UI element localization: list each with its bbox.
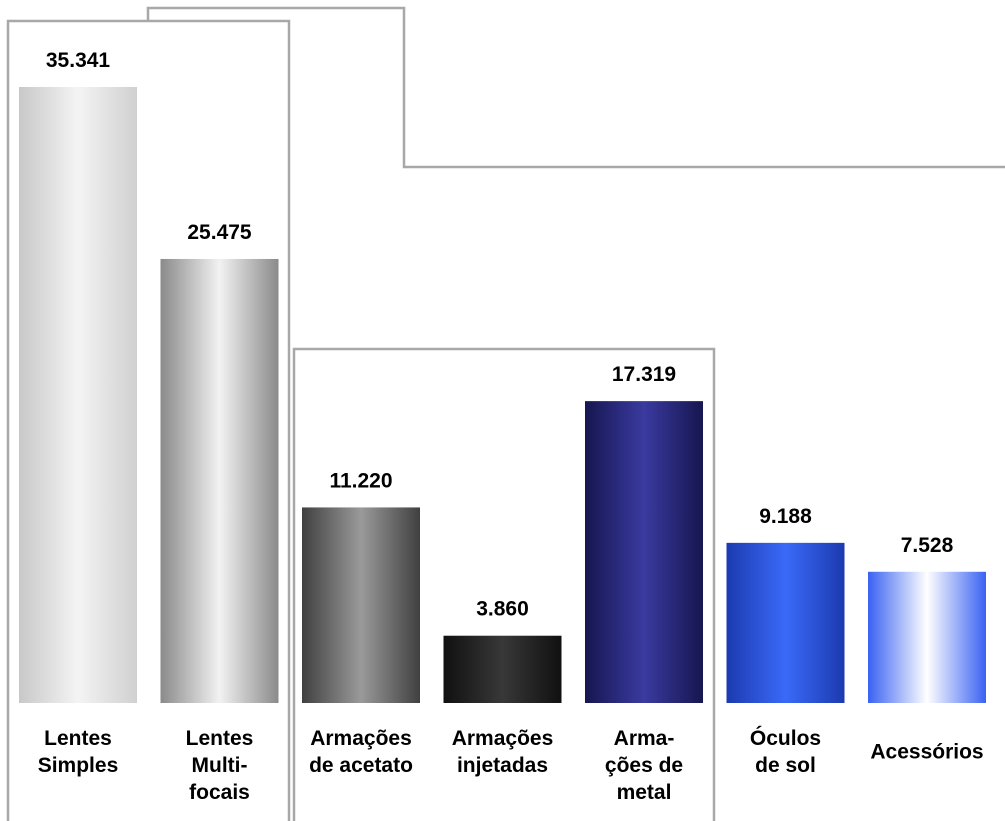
category-label-line: injetadas — [457, 754, 548, 777]
category-labels-group: Lentes Simples Lentes Multi-focais Armações d… — [38, 726, 984, 804]
category-label-line: ções de — [605, 754, 683, 777]
category-tick-label: Acessórios — [870, 741, 983, 764]
data-label: 9.188 — [759, 505, 812, 528]
category-label-line: metal — [617, 781, 672, 804]
bar — [160, 258, 279, 703]
category-label-line: de acetato — [309, 754, 413, 777]
frames-group-frame — [292, 347, 716, 821]
frame-line-top — [146, 6, 1005, 169]
category-tick-label: Óculos de sol — [750, 726, 821, 777]
category-label-line: Óculos — [750, 726, 821, 750]
bar — [443, 635, 562, 703]
category-label-line: Simples — [38, 754, 119, 777]
category-label-line: focais — [189, 781, 250, 804]
category-label-line: de sol — [755, 754, 816, 777]
data-label: 35.341 — [46, 49, 111, 72]
category-label-line: Armações — [452, 727, 554, 750]
category-tick-label: Lentes Simples — [38, 727, 119, 777]
bar — [585, 401, 703, 703]
category-label-line: Acessórios — [870, 741, 983, 764]
category-tick-label: Armações de acetato — [309, 727, 413, 777]
category-label-line: Lentes — [44, 727, 112, 750]
category-tick-label: Lentes Multi-focais — [186, 727, 254, 804]
bar — [19, 87, 137, 703]
bar — [726, 542, 845, 703]
bar — [302, 507, 420, 703]
category-label-line: Armações — [310, 727, 412, 750]
data-label: 3.860 — [476, 598, 529, 621]
data-label: 25.475 — [187, 221, 252, 244]
category-label-line: Arma- — [614, 727, 675, 750]
lenses-group-frame — [6, 19, 291, 821]
group-frames — [6, 6, 1005, 821]
category-tick-label: Armações injetadas — [452, 727, 554, 777]
category-label-line: Lentes — [186, 727, 254, 750]
bars-group — [19, 87, 986, 703]
bar — [868, 571, 986, 703]
data-label: 17.319 — [612, 363, 676, 386]
category-label-line: Multi- — [192, 754, 248, 777]
data-label: 11.220 — [329, 469, 392, 492]
data-label: 7.528 — [901, 534, 954, 557]
category-tick-label: Arma-ções de metal — [605, 727, 683, 804]
value-labels-group: 35.341 25.475 11.220 3.860 17.319 9.188 7.528 — [46, 49, 954, 621]
